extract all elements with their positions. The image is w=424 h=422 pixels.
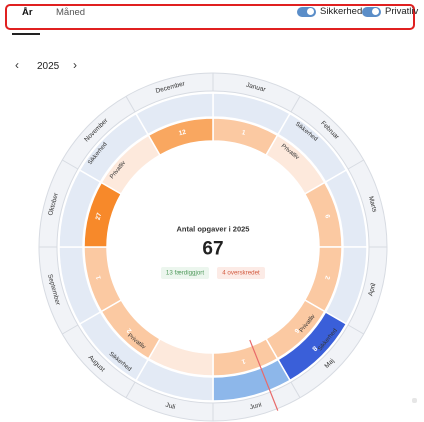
privatliv-count: 12 xyxy=(178,129,187,138)
month-label-april: April xyxy=(367,282,377,297)
month-divider xyxy=(62,324,79,335)
month-divider xyxy=(125,381,136,398)
privatliv-segment-december[interactable] xyxy=(147,117,214,157)
sikkerhed-segment-december[interactable] xyxy=(134,92,214,136)
toggle-switch-icon[interactable] xyxy=(362,6,381,17)
privatliv-count: 1 xyxy=(241,357,247,365)
toggle-switch-icon[interactable] xyxy=(297,6,316,17)
month-divider xyxy=(347,324,364,335)
toggle-privatliv[interactable]: Privatliv xyxy=(362,6,418,17)
privatliv-count: 2 xyxy=(323,275,331,281)
overdue-badge-label: 4 overskredet xyxy=(222,270,260,277)
center-disc xyxy=(108,142,318,352)
center-total: 67 xyxy=(202,239,223,260)
privatliv-count: 1 xyxy=(95,275,103,281)
tab-month[interactable]: Måned xyxy=(56,7,86,18)
month-divider xyxy=(62,159,79,170)
privatliv-count: 6 xyxy=(323,214,331,220)
month-divider xyxy=(290,381,301,398)
current-year: 2025 xyxy=(37,61,60,72)
month-label-marts: Marts xyxy=(367,196,378,214)
chevron-left-icon[interactable]: ‹ xyxy=(15,58,19,72)
month-divider xyxy=(347,159,364,170)
today-indicator-line xyxy=(249,339,279,411)
privatliv-count: 27 xyxy=(95,212,104,221)
month-divider xyxy=(290,96,301,113)
completed-badge xyxy=(161,267,209,279)
completed-badge-label: 13 færdiggjort xyxy=(166,270,204,277)
toggle-sikkerhed-label: Sikkerhed xyxy=(320,6,363,17)
center-title: Antal opgaver i 2025 xyxy=(177,225,250,234)
privatliv-count: 6 xyxy=(292,327,300,335)
month-divider xyxy=(125,96,136,113)
chevron-right-icon[interactable]: › xyxy=(73,58,77,72)
toggle-privatliv-label: Privatliv xyxy=(385,6,419,17)
active-tab-indicator xyxy=(12,33,40,35)
month-label-juli: Juli xyxy=(165,402,176,411)
sikkerhed-count: 8 xyxy=(310,344,318,352)
privatliv-count: 2 xyxy=(126,326,134,334)
view-controls-bar xyxy=(5,4,415,30)
tab-year[interactable]: År xyxy=(22,7,33,18)
overdue-badge xyxy=(217,267,265,279)
privatliv-count: 1 xyxy=(241,129,247,137)
toggle-sikkerhed[interactable]: Sikkerhed xyxy=(297,6,362,17)
month-label-juni: Juni xyxy=(249,401,262,411)
scrollbar-thumb[interactable] xyxy=(412,398,417,403)
